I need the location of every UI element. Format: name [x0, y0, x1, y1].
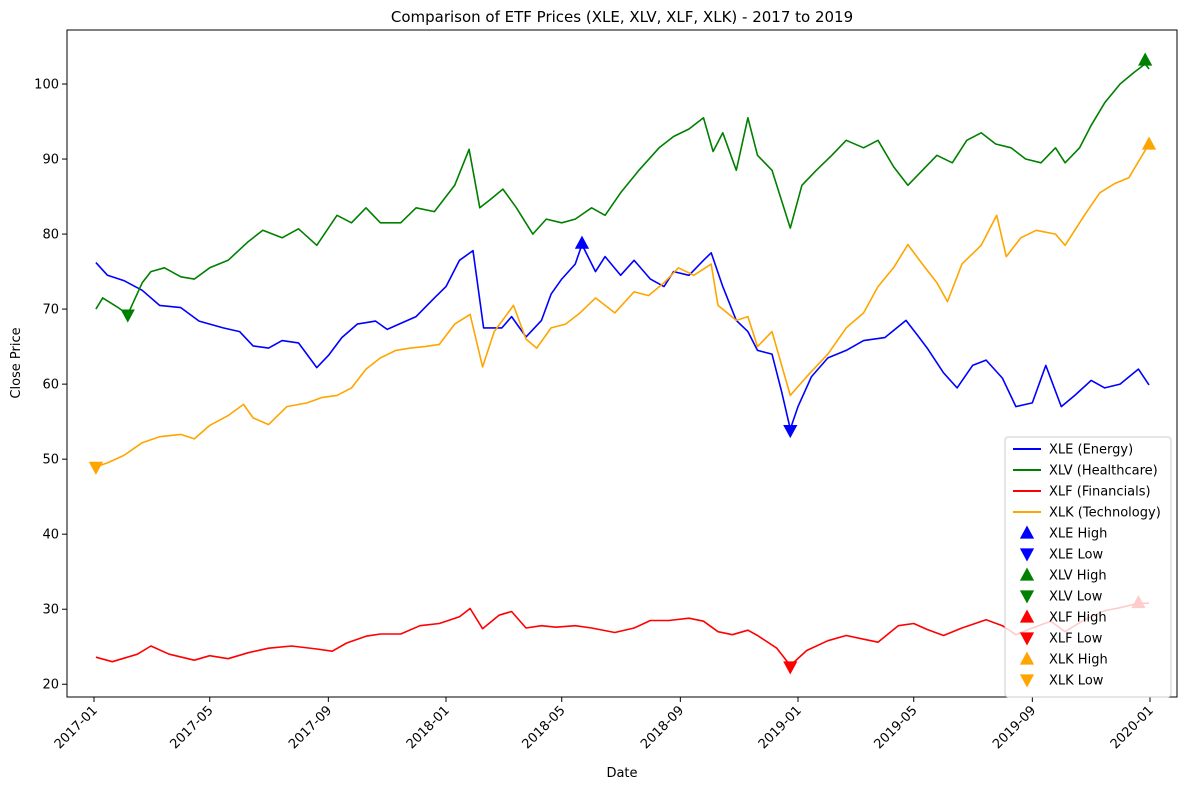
marker-xlf-low [783, 661, 798, 675]
legend-label-xle-high: XLE High [1049, 527, 1107, 542]
legend-box [1004, 436, 1172, 698]
marker-xlk-high [1141, 136, 1157, 150]
plot-frame [66, 29, 1178, 698]
legend-label-xlf-financials: XLF (Financials) [1049, 485, 1151, 500]
legend-swatch-xlf-low [1019, 632, 1035, 646]
legend-label-xlf-low: XLF Low [1049, 632, 1103, 647]
marker-xlv-high [1138, 52, 1153, 66]
y-tick-label: 20 [42, 678, 59, 693]
series-line-xlv [95, 62, 1150, 316]
series-line-xlk [95, 143, 1150, 468]
extrema-markers [88, 52, 1157, 675]
y-tick-label: 30 [42, 603, 59, 618]
legend-label-xlk-high: XLK High [1049, 653, 1108, 668]
legend-label-xlf-high: XLF High [1049, 611, 1107, 626]
x-tick-label: 2017-05 [168, 703, 217, 752]
y-tick-label: 90 [42, 153, 59, 168]
x-tick-label: 2017-09 [286, 703, 335, 752]
x-axis-label: Date [606, 766, 637, 781]
marker-xle-high [574, 235, 590, 249]
legend-swatch-xlk-high [1019, 651, 1035, 665]
legend-swatch-xlk-low [1019, 674, 1035, 688]
y-tick-label: 100 [34, 78, 59, 93]
series-lines [95, 62, 1150, 667]
x-tick-label: 2019-05 [872, 703, 921, 752]
x-tick-label: 2018-01 [404, 703, 453, 752]
x-tick-label: 2019-01 [756, 703, 805, 752]
x-tick-label: 2018-09 [638, 703, 687, 752]
y-tick-label: 60 [42, 378, 59, 393]
x-tick-label: 2020-01 [1108, 703, 1157, 752]
legend-label-xle-low: XLE Low [1049, 548, 1103, 563]
x-tick-label: 2017-01 [52, 703, 101, 752]
marker-xle-low [783, 425, 798, 439]
y-tick-label: 80 [42, 228, 59, 243]
legend-label-xlv-healthcare: XLV (Healthcare) [1049, 464, 1158, 479]
legend-label-xle-energy: XLE (Energy) [1049, 443, 1133, 458]
legend-swatch-xlv-low [1019, 590, 1035, 604]
axes: 20 30 40 50 60 70 80 90 100 2017-01 2017-05 2017-09… [34, 78, 1157, 753]
marker-xlv-low [120, 309, 135, 323]
chart-title: Comparison of ETF Prices (XLE, XLV, XLF,… [391, 8, 853, 26]
y-tick-label: 40 [42, 528, 59, 543]
x-tick-label: 2018-05 [520, 703, 569, 752]
marker-xlk-low [88, 461, 104, 475]
y-tick-label: 50 [42, 453, 59, 468]
legend-label-xlk-technology: XLK (Technology) [1049, 506, 1161, 521]
legend-label-xlv-low: XLV Low [1049, 590, 1103, 605]
series-line-xlf [95, 602, 1149, 667]
legend-label-xlv-high: XLV High [1049, 569, 1107, 584]
legend-swatch-xlf-high [1019, 609, 1035, 623]
legend-swatch-xlv-high [1019, 567, 1035, 581]
series-line-xle [95, 243, 1150, 430]
legend-label-xlk-low: XLK Low [1049, 674, 1104, 689]
legend-swatch-xle-low [1019, 548, 1035, 562]
legend-swatch-xle-high [1019, 525, 1035, 539]
y-tick-label: 70 [42, 303, 59, 318]
x-tick-label: 2019-09 [990, 703, 1039, 752]
legend: XLE (Energy) XLV (Healthcare) XLF (Financi… [1004, 436, 1172, 698]
y-axis-label: Close Price [9, 327, 24, 398]
